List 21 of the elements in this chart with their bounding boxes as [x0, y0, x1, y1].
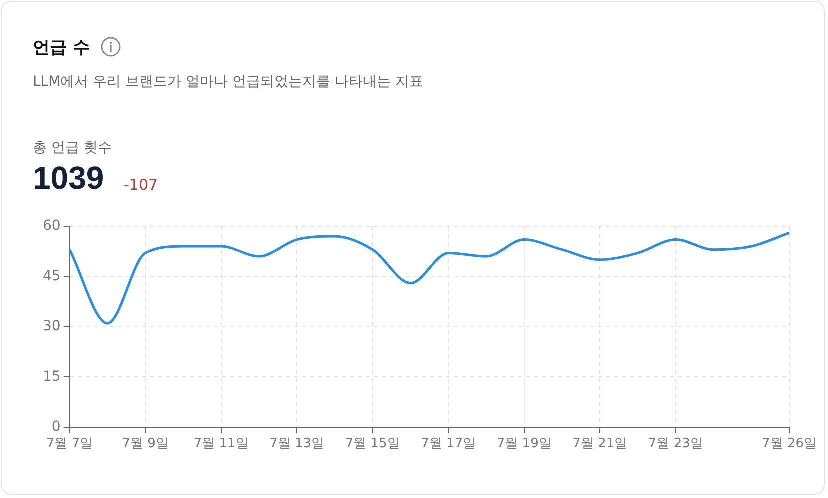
x-tick-label: 7월 7일 — [46, 436, 94, 452]
y-tick-label: 30 — [42, 318, 61, 335]
line-series — [68, 232, 791, 325]
text: -107 — [124, 176, 158, 194]
x-tick-label: 7월 13일 — [270, 436, 325, 452]
x-tick-label: 7월 9일 — [122, 436, 169, 452]
chart-subtitle: LLM에서 우리 브랜드가 얼마나 언급되었는지를 나타내는 지표 — [33, 73, 424, 91]
chart-title: 언급 수 — [33, 37, 90, 59]
text: 총 언급 횟수 — [33, 139, 112, 157]
text: 1039 — [33, 160, 104, 197]
x-tick-label: 7월 19일 — [496, 436, 552, 452]
x-tick-label: 7월 21일 — [572, 436, 628, 452]
x-tick-label: 7월 23일 — [648, 436, 704, 452]
y-tick-label: 45 — [42, 268, 61, 284]
y-tick-label: 60 — [42, 218, 61, 234]
x-tick-label: 7월 26일 — [762, 436, 818, 452]
y-tick-label: 0 — [52, 419, 61, 436]
x-tick-label: 7월 17일 — [421, 436, 476, 452]
x-tick-label: 7월 11일 — [194, 436, 249, 452]
y-tick-label: 15 — [42, 368, 61, 385]
x-tick-label: 7월 15일 — [345, 436, 400, 452]
